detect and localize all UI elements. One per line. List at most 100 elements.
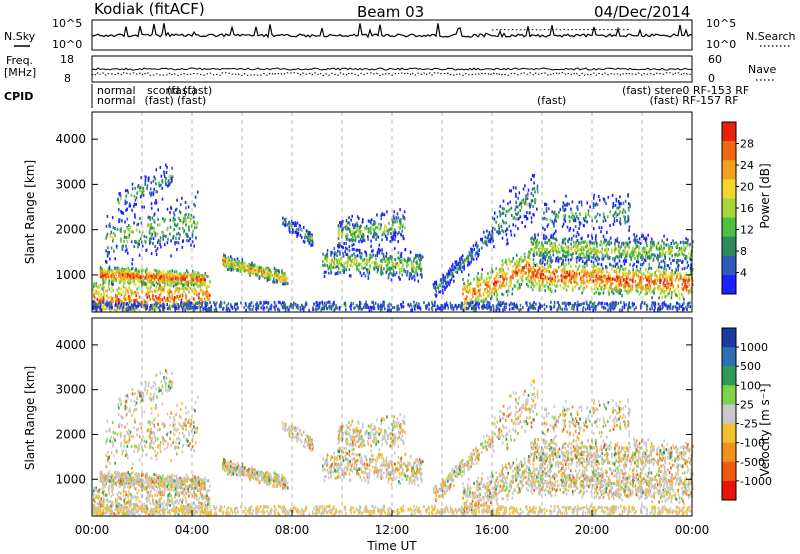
range-cell [514,270,516,274]
range-cell [526,195,529,199]
range-cell [626,253,629,256]
range-cell [501,228,503,232]
range-cell [106,214,109,218]
range-cell [459,259,461,263]
range-cell [101,269,103,273]
range-cell [499,214,501,218]
range-cell [380,267,382,271]
range-cell [579,252,581,256]
range-cell [688,278,691,282]
range-cell [162,274,165,278]
range-cell [105,289,107,293]
range-cell [175,270,178,274]
range-cell [155,249,157,253]
range-cell [472,290,474,294]
range-cell [644,238,647,242]
range-cell [479,293,481,297]
range-cell [229,265,231,269]
range-cell [582,223,585,227]
range-cell [342,246,344,250]
range-cell [599,282,601,286]
range-cell [563,281,565,285]
range-cell [638,240,640,244]
range-cell [681,267,684,271]
range-cell [578,200,581,204]
range-cell [163,234,165,238]
range-cell [575,240,577,244]
range-cell [540,244,543,248]
range-cell [384,224,386,228]
range-cell [464,290,467,294]
range-cell [613,288,615,292]
range-cell [124,277,126,280]
range-cell [119,299,122,303]
range-cell [549,253,552,257]
range-cell [160,174,163,178]
range-cell [675,269,677,273]
range-cell [644,275,647,279]
range-cell [679,248,682,251]
range-cell [442,281,444,285]
range-cell [516,280,519,284]
range-cell [142,268,144,272]
range-cell [500,212,502,216]
range-cell [555,285,557,289]
range-cell [635,265,638,269]
range-cell [463,267,465,271]
range-cell [502,268,505,272]
range-cell [135,274,138,278]
range-cell [563,286,566,290]
range-cell [562,269,564,273]
range-cell [554,242,556,246]
range-cell [144,239,146,243]
range-cell [225,264,227,268]
range-cell [198,279,201,283]
range-cell [332,260,334,263]
range-cell [573,219,575,223]
range-cell [495,266,497,270]
range-cell [193,297,195,301]
range-cell [170,280,173,284]
range-cell [459,267,462,271]
range-cell [506,263,508,267]
range-cell [491,231,494,235]
range-cell [124,199,127,203]
range-cell [398,219,401,223]
range-cell [607,248,609,252]
range-cell [507,209,510,213]
range-cell [137,242,139,245]
range-cell [230,262,232,266]
range-cell [617,290,620,294]
range-cell [134,213,136,217]
range-cell [592,196,595,200]
range-cell [177,231,180,235]
range-cell [150,223,152,226]
range-cell [396,220,398,223]
range-cell [334,251,336,255]
range-cell [579,212,581,216]
range-cell [227,256,230,260]
range-cell [112,277,114,281]
range-cell [616,247,618,251]
range-cell [558,250,561,254]
range-cell [528,254,531,258]
range-cell [304,236,306,240]
range-cell [519,209,521,213]
range-cell [617,288,619,292]
range-cell [660,260,663,264]
range-cell [623,283,625,287]
range-cell [145,175,147,179]
range-cell [101,296,103,300]
range-cell [487,236,489,240]
range-cell [149,287,151,291]
range-cell [689,258,692,262]
range-cell [275,273,278,277]
range-cell [670,261,672,265]
range-cell [172,219,175,223]
range-cell [199,298,201,302]
range-cell [128,285,130,289]
range-cell [664,295,666,299]
range-cell [371,255,373,259]
range-cell [600,279,603,283]
range-cell [168,276,171,280]
